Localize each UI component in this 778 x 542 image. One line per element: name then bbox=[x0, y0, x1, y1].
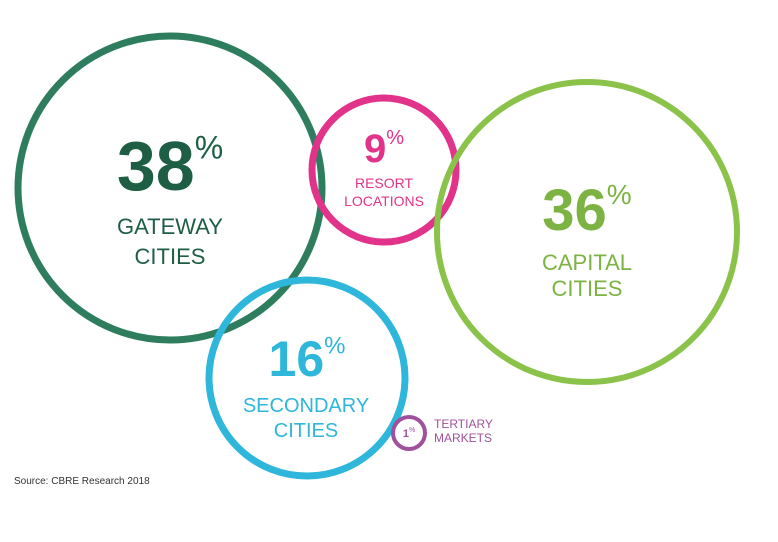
category-label: CAPITAL bbox=[542, 250, 632, 275]
bubble-capital-cities bbox=[434, 79, 740, 385]
category-label: GATEWAY bbox=[117, 214, 223, 239]
value-label: 16% bbox=[269, 331, 346, 387]
category-label: CITIES bbox=[274, 420, 338, 442]
category-label: TERTIARY bbox=[434, 417, 493, 431]
bubble-resort-locations bbox=[308, 94, 460, 246]
bubble-secondary-cities bbox=[205, 276, 409, 480]
bubble-layer: 38% GATEWAY CITIES 9% RESORT LOCATIONS 36% CAPI… bbox=[14, 32, 740, 480]
category-label: SECONDARY bbox=[243, 395, 369, 417]
value-label: 1% bbox=[403, 427, 415, 440]
category-label: CITIES bbox=[552, 276, 623, 301]
value-label: 36% bbox=[542, 178, 631, 243]
bubble-tertiary-markets bbox=[391, 415, 427, 451]
category-label: MARKETS bbox=[434, 431, 492, 445]
source-note: Source: CBRE Research 2018 bbox=[14, 476, 150, 487]
category-label: CITIES bbox=[135, 244, 206, 269]
category-label: RESORT bbox=[355, 175, 414, 191]
bubble-gateway-cities bbox=[14, 32, 326, 344]
value-label: 38% bbox=[117, 127, 223, 205]
category-label: LOCATIONS bbox=[344, 193, 424, 209]
value-label: 9% bbox=[364, 127, 404, 171]
